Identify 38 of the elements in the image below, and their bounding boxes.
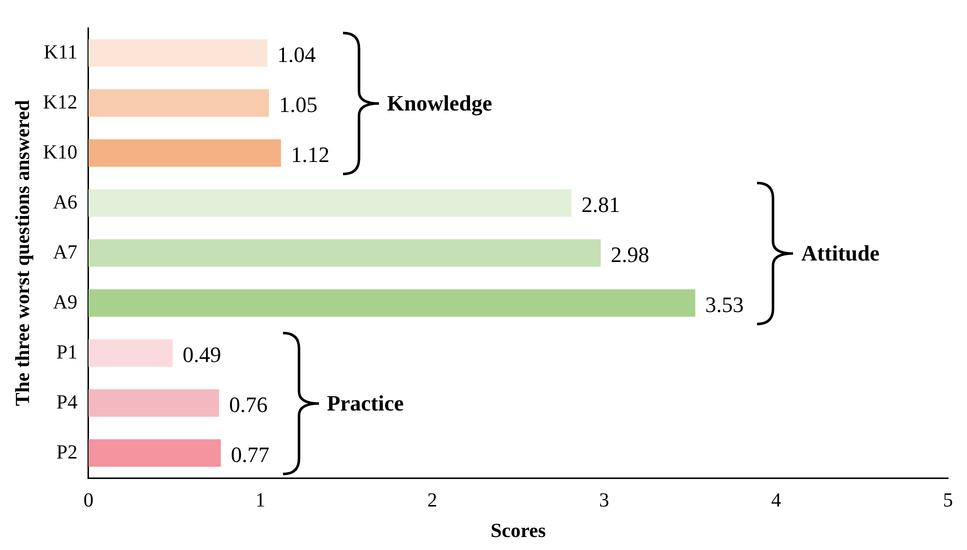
data-label: 3.53	[705, 292, 744, 317]
y-axis-title: The three worst questions answered	[12, 100, 34, 406]
x-tick-label: 0	[83, 489, 94, 512]
annotation: Attitude	[801, 240, 880, 266]
y-tick-label: P1	[56, 341, 78, 364]
bar	[88, 189, 572, 217]
data-label: 1.05	[278, 92, 318, 117]
y-tick-label: A6	[52, 191, 78, 214]
data-label: 0.49	[182, 342, 222, 367]
x-tick-label: 1	[255, 489, 266, 512]
annotation: Knowledge	[386, 90, 492, 116]
x-axis-title: Scores	[490, 520, 546, 542]
data-label: 0.77	[230, 442, 270, 467]
data-label: 1.04	[277, 42, 316, 67]
data-label: 0.76	[229, 392, 268, 417]
data-label: 1.12	[290, 142, 330, 167]
bar	[88, 439, 221, 467]
y-tick-label: K12	[42, 91, 78, 114]
y-tick-label: A9	[52, 291, 78, 314]
x-tick-label: 2	[427, 489, 438, 512]
x-tick-label: 5	[943, 489, 953, 512]
bar	[88, 89, 269, 117]
y-tick-label: P4	[56, 391, 78, 414]
bar	[88, 339, 173, 367]
y-tick-label: P2	[56, 441, 78, 464]
data-label: 2.81	[582, 192, 620, 217]
bar	[88, 289, 696, 317]
annotation: Practice	[326, 390, 404, 416]
x-tick-label: 4	[771, 489, 782, 512]
bar	[88, 139, 281, 167]
x-tick-label: 3	[599, 489, 610, 512]
bar	[88, 239, 601, 267]
data-label: 2.98	[610, 242, 650, 267]
bar	[88, 389, 220, 417]
y-tick-label: K10	[42, 141, 78, 164]
y-tick-label: A7	[52, 241, 78, 264]
bar	[88, 39, 268, 67]
y-tick-label: K11	[44, 41, 78, 64]
